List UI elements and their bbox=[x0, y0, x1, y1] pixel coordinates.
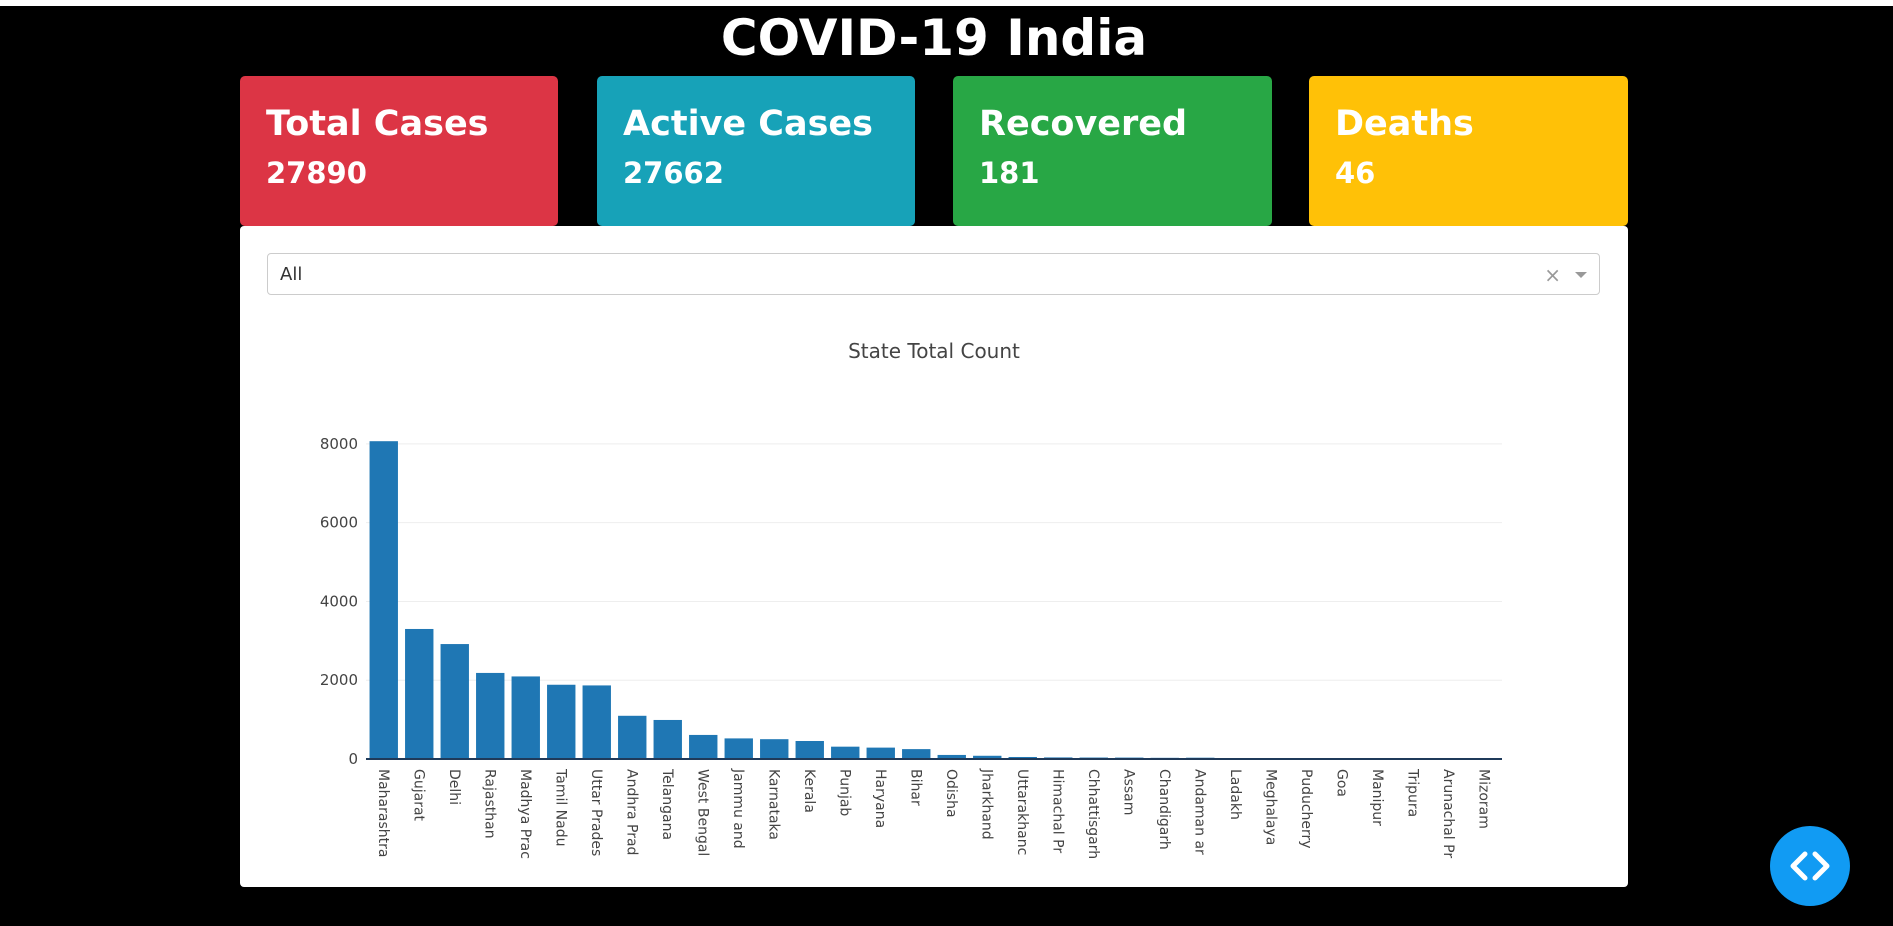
x-tick-label: Andaman ar bbox=[1191, 769, 1207, 855]
bar bbox=[795, 740, 824, 759]
x-tick-label: Haryana bbox=[872, 769, 888, 828]
deaths-card: Deaths 46 bbox=[1309, 76, 1628, 226]
recovered-label: Recovered bbox=[979, 104, 1188, 144]
total-cases-label: Total Cases bbox=[266, 104, 489, 144]
x-tick-label: Andhra Prad bbox=[623, 769, 639, 855]
bar bbox=[511, 676, 540, 759]
x-tick-label: Meghalaya bbox=[1262, 769, 1278, 845]
top-border bbox=[0, 0, 1893, 6]
bar bbox=[547, 684, 576, 759]
x-tick-label: Kerala bbox=[801, 769, 817, 813]
x-tick-label: Madhya Prac bbox=[517, 769, 533, 859]
x-tick-label: Uttar Prades bbox=[588, 769, 604, 856]
code-toggle-button[interactable] bbox=[1770, 826, 1850, 906]
active-cases-card: Active Cases 27662 bbox=[597, 76, 915, 226]
bar bbox=[866, 747, 895, 759]
x-tick-label: Bihar bbox=[907, 769, 923, 806]
x-tick-label: Himachal Pr bbox=[1049, 769, 1065, 853]
recovered-value: 181 bbox=[979, 156, 1040, 190]
x-tick-label: Goa bbox=[1333, 769, 1349, 797]
x-tick-label: Assam bbox=[1120, 769, 1136, 815]
x-tick-label: Maharashtra bbox=[375, 769, 391, 857]
x-tick-label: Arunachal Pr bbox=[1440, 769, 1456, 858]
x-tick-label: West Bengal bbox=[694, 769, 710, 856]
recovered-card: Recovered 181 bbox=[953, 76, 1272, 226]
deaths-value: 46 bbox=[1335, 156, 1376, 190]
x-tick-label: Chandigarh bbox=[1156, 769, 1172, 850]
x-tick-label: Tamil Nadu bbox=[552, 768, 568, 847]
state-total-chart: State Total Count 0 2000 4000 6000 8000 Mahara… bbox=[320, 339, 1502, 859]
x-tick-label: Jammu and bbox=[730, 768, 746, 849]
chart-title: State Total Count bbox=[848, 339, 1020, 363]
x-tick-label: Jharkhand bbox=[978, 768, 994, 840]
bar bbox=[653, 719, 682, 759]
bar bbox=[724, 738, 753, 759]
x-tick-label: Uttarakhanc bbox=[1014, 769, 1030, 855]
bar bbox=[831, 746, 860, 759]
x-tick-label: Karnataka bbox=[765, 769, 781, 840]
bar bbox=[902, 749, 931, 759]
x-tick-label: Gujarat bbox=[410, 769, 426, 822]
x-tick-label: Rajasthan bbox=[481, 769, 497, 839]
x-tick-label: Puducherry bbox=[1298, 769, 1314, 849]
code-icon bbox=[1790, 851, 1830, 881]
bar bbox=[369, 441, 398, 759]
x-tick-label: Manipur bbox=[1369, 769, 1385, 826]
state-select-value: All bbox=[280, 264, 303, 285]
clear-icon[interactable]: × bbox=[1544, 263, 1561, 287]
x-tick-label: Tripura bbox=[1404, 768, 1420, 817]
x-tick-label: Delhi bbox=[446, 769, 462, 805]
bar bbox=[937, 754, 966, 759]
y-tick-label: 2000 bbox=[320, 671, 358, 689]
bar bbox=[760, 739, 789, 759]
bar bbox=[973, 755, 1002, 759]
page-title: COVID-19 India bbox=[720, 9, 1148, 67]
x-tick-label: Ladakh bbox=[1227, 769, 1243, 820]
y-tick-label: 6000 bbox=[320, 514, 358, 532]
x-tick-label: Punjab bbox=[836, 769, 852, 816]
y-tick-label: 0 bbox=[348, 750, 358, 768]
bar bbox=[476, 672, 505, 759]
y-tick-label: 4000 bbox=[320, 592, 358, 610]
bar bbox=[440, 644, 469, 759]
x-tick-label: Mizoram bbox=[1475, 769, 1491, 829]
bar bbox=[582, 685, 611, 759]
chevron-down-icon[interactable] bbox=[1575, 272, 1587, 278]
x-tick-label: Odisha bbox=[943, 769, 959, 818]
chart-panel: All × State Total Count 0 2000 4000 6000 8000… bbox=[240, 226, 1628, 887]
x-tick-label: Telangana bbox=[659, 768, 675, 840]
bar bbox=[689, 734, 718, 759]
bar bbox=[1008, 756, 1037, 759]
total-cases-value: 27890 bbox=[266, 156, 367, 190]
bar bbox=[618, 715, 647, 759]
active-cases-label: Active Cases bbox=[623, 104, 874, 144]
state-select[interactable]: All × bbox=[267, 253, 1600, 295]
y-tick-label: 8000 bbox=[320, 435, 358, 453]
x-tick-label: Chhattisgarh bbox=[1085, 769, 1101, 859]
deaths-label: Deaths bbox=[1335, 104, 1474, 144]
total-cases-card: Total Cases 27890 bbox=[240, 76, 558, 226]
active-cases-value: 27662 bbox=[623, 156, 724, 190]
bar bbox=[405, 628, 434, 759]
